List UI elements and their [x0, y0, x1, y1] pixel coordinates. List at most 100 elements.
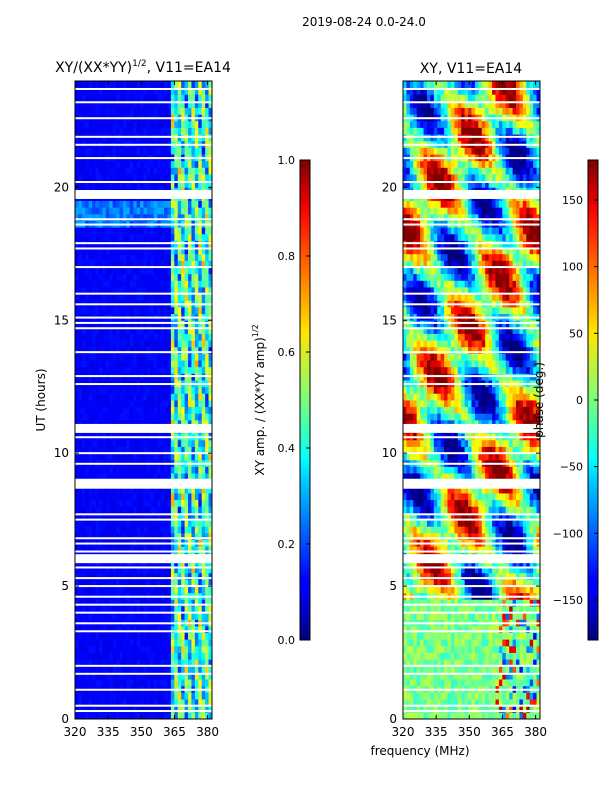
heatmap-cell	[444, 606, 448, 614]
heatmap-cell	[495, 692, 500, 700]
heatmap-cell	[170, 346, 175, 354]
heatmap-cell	[88, 340, 93, 348]
heatmap-cell	[102, 665, 107, 673]
heatmap-cell	[88, 180, 93, 188]
heatmap-cell	[167, 466, 172, 474]
heatmap-cell	[126, 632, 131, 640]
heatmap-cell	[181, 267, 185, 275]
heatmap-cell	[201, 386, 206, 394]
heatmap-cell	[136, 453, 141, 461]
heatmap-cell	[133, 366, 138, 374]
heatmap-cell	[485, 692, 490, 700]
heatmap-cell	[78, 519, 83, 527]
heatmap-cell	[78, 400, 83, 408]
heatmap-cell	[81, 606, 86, 614]
heatmap-cell	[177, 705, 182, 713]
heatmap-cell	[129, 466, 134, 474]
heatmap-cell	[105, 107, 110, 115]
heatmap-cell	[95, 287, 100, 295]
heatmap-cell	[492, 679, 496, 687]
heatmap-cell	[150, 180, 155, 188]
heatmap-cell	[112, 665, 117, 673]
heatmap-cell	[75, 386, 79, 394]
heatmap-cell	[533, 679, 537, 687]
heatmap-cell	[413, 705, 418, 713]
heatmap-cell	[136, 207, 141, 215]
heatmap-cell	[403, 672, 407, 680]
heatmap-cell	[78, 353, 83, 361]
heatmap-cell	[208, 100, 212, 108]
heatmap-cell	[181, 639, 185, 647]
heatmap-cell	[92, 247, 96, 255]
heatmap-cell	[167, 566, 172, 574]
heatmap-cell	[143, 340, 148, 348]
heatmap-cell	[191, 606, 196, 614]
heatmap-cell	[98, 340, 103, 348]
heatmap-cell	[488, 659, 493, 667]
heatmap-cell	[95, 406, 100, 414]
heatmap-cell	[167, 267, 172, 275]
heatmap-cell	[129, 486, 134, 494]
heatmap-cell	[205, 499, 209, 507]
heatmap-cell	[430, 712, 435, 719]
heatmap-cell	[98, 453, 103, 461]
heatmap-cell	[146, 227, 151, 235]
heatmap-cell	[98, 360, 103, 368]
heatmap-cell	[481, 712, 486, 719]
heatmap-cell	[95, 466, 100, 474]
heatmap-cell	[105, 100, 110, 108]
heatmap-cell	[150, 419, 155, 427]
heatmap-cell	[160, 672, 165, 680]
heatmap-cell	[133, 512, 138, 521]
heatmap-cell	[201, 247, 206, 255]
heatmap-cell	[502, 579, 507, 587]
heatmap-cell	[194, 652, 199, 660]
heatmap-cell	[194, 645, 199, 653]
heatmap-cell	[75, 446, 79, 454]
heatmap-cell	[78, 87, 83, 95]
colorbar-amplitude: 0.00.20.40.60.81.0 XY amp. / (XX*YY amp)…	[251, 154, 311, 647]
heatmap-cell	[143, 280, 148, 288]
heatmap-cell	[146, 346, 151, 354]
heatmap-cell	[75, 100, 79, 108]
heatmap-cell	[433, 672, 438, 680]
heatmap-cell	[143, 81, 148, 89]
heatmap-cell	[119, 253, 124, 261]
heatmap-cell	[143, 679, 148, 687]
heatmap-cell	[102, 672, 107, 680]
heatmap-cell	[81, 87, 86, 95]
heatmap-cell	[430, 705, 435, 713]
heatmap-cell	[92, 120, 96, 128]
heatmap-cell	[416, 672, 421, 680]
heatmap-cell	[481, 665, 486, 673]
heatmap-cell	[177, 147, 182, 155]
heatmap-cell	[92, 81, 96, 89]
heatmap-cell	[181, 207, 185, 215]
heatmap-cell	[146, 107, 151, 115]
flagged-row	[75, 383, 212, 386]
heatmap-cell	[191, 645, 196, 653]
heatmap-cell	[184, 519, 189, 527]
heatmap-cell	[201, 645, 206, 653]
heatmap-cell	[498, 612, 503, 620]
heatmap-cell	[201, 167, 206, 175]
heatmap-cell	[136, 94, 141, 102]
heatmap-cell	[208, 572, 212, 580]
heatmap-cell	[119, 326, 124, 334]
heatmap-cell	[85, 512, 90, 521]
heatmap-cell	[495, 699, 500, 707]
heatmap-cell	[85, 386, 90, 394]
heatmap-cell	[406, 712, 411, 719]
heatmap-cell	[174, 579, 179, 587]
heatmap-cell	[160, 107, 165, 115]
heatmap-cell	[146, 579, 151, 587]
heatmap-cell	[174, 705, 179, 713]
heatmap-cell	[116, 160, 120, 168]
heatmap-cell	[164, 659, 168, 667]
heatmap-cell	[88, 705, 93, 713]
heatmap-cell	[98, 400, 103, 408]
heatmap-cell	[167, 366, 172, 374]
heatmap-cell	[98, 625, 103, 634]
heatmap-cell	[413, 606, 418, 614]
heatmap-cell	[184, 625, 189, 634]
